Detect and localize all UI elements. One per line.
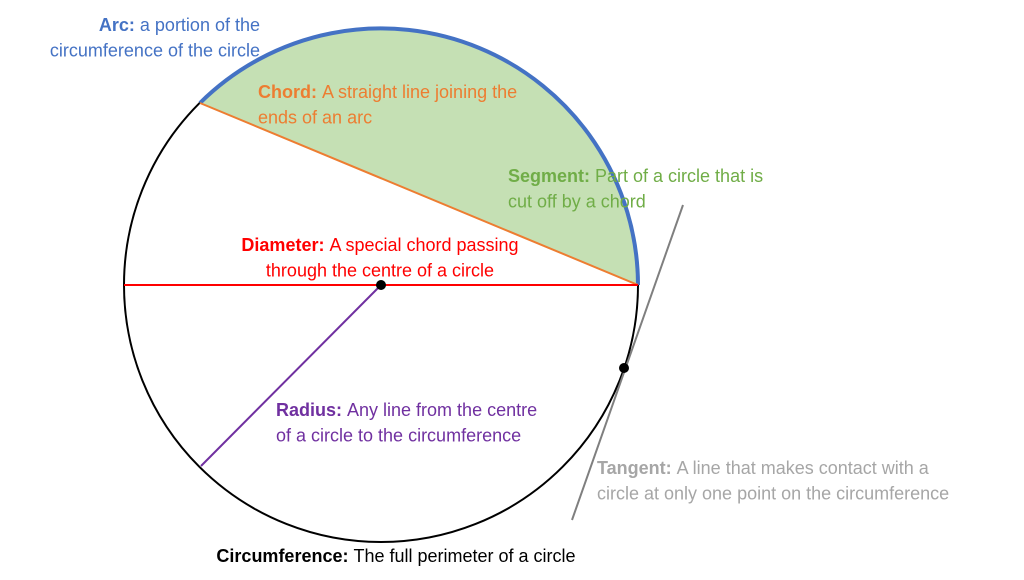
label-term: Circumference: — [216, 546, 348, 566]
label-line: circumference of the circle — [50, 41, 260, 61]
tangent — [571, 204, 684, 521]
centre-point — [376, 280, 386, 290]
label-text: A line that makes contact with a — [677, 458, 930, 478]
label-text: A straight line joining the — [322, 82, 517, 102]
label-line: of a circle to the circumference — [276, 426, 521, 446]
label-line: Circumference: The full perimeter of a ci… — [216, 546, 575, 566]
label-line: Arc: a portion of the — [99, 15, 260, 35]
label-text: A special chord passing — [329, 235, 518, 255]
chord — [199, 102, 639, 286]
label-line: through the centre of a circle — [266, 261, 494, 281]
label-line: Radius: Any line from the centre — [276, 400, 537, 420]
label-line: Segment: Part of a circle that is — [508, 166, 763, 186]
label-text: Part of a circle that is — [595, 166, 763, 186]
arc — [198, 26, 640, 286]
label-line: Diameter: A special chord passing — [241, 235, 518, 255]
label-text: The full perimeter of a circle — [353, 546, 575, 566]
labels: Arc: a portion of the circumference of the… — [50, 15, 949, 566]
label-term: Diameter: — [241, 235, 324, 255]
label-line: Tangent: A line that makes contact with a — [597, 458, 930, 478]
label-term: Chord: — [258, 82, 317, 102]
label-text: of a circle to the circumference — [276, 426, 521, 446]
radius — [200, 284, 382, 467]
tangent-point — [619, 363, 629, 373]
label-text: cut off by a chord — [508, 192, 646, 212]
label-line: cut off by a chord — [508, 192, 646, 212]
segment-fill — [200, 28, 638, 286]
label-text: circumference of the circle — [50, 41, 260, 61]
label-text: through the centre of a circle — [266, 261, 494, 281]
label-term: Arc: — [99, 15, 135, 35]
label-line: ends of an arc — [258, 108, 372, 128]
label-text: Any line from the centre — [347, 400, 537, 420]
label-text: ends of an arc — [258, 108, 372, 128]
label-text: a portion of the — [140, 15, 260, 35]
label-text: circle at only one point on the circumfe… — [597, 484, 949, 504]
label-term: Segment: — [508, 166, 590, 186]
label-term: Tangent: — [597, 458, 672, 478]
label-line: Chord: A straight line joining the — [258, 82, 517, 102]
label-line: circle at only one point on the circumfe… — [597, 484, 949, 504]
label-term: Radius: — [276, 400, 342, 420]
